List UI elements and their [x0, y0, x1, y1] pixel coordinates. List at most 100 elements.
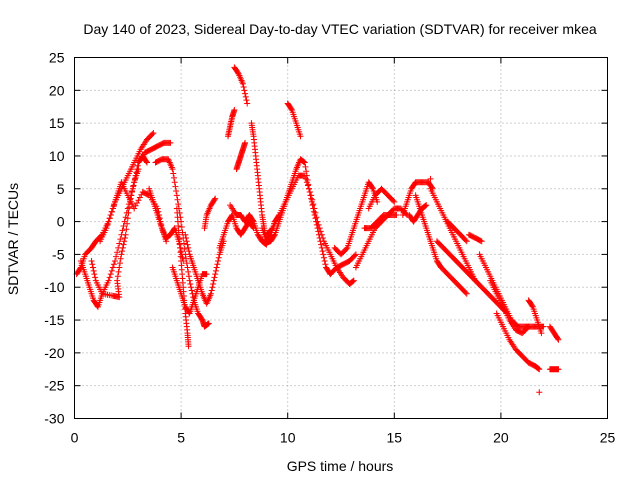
data-point: [119, 248, 126, 255]
chart-title: Day 140 of 2023, Sidereal Day-to-day VTE…: [83, 21, 596, 37]
data-point: [205, 320, 212, 327]
data-point: [212, 271, 219, 278]
data-point: [105, 218, 112, 225]
y-tick-label: 5: [57, 181, 65, 197]
data-point: [114, 273, 121, 280]
data-point: [77, 265, 84, 272]
data-point: [89, 264, 96, 271]
data-point: [183, 235, 190, 241]
data-point: [211, 274, 218, 281]
x-tick-label: 10: [280, 430, 296, 446]
data-point: [288, 105, 295, 112]
data-point: [525, 323, 532, 330]
data-point: [214, 261, 221, 268]
data-point: [317, 228, 324, 235]
data-point: [307, 189, 314, 196]
data-point: [390, 197, 397, 204]
data-point: [304, 182, 311, 189]
data-point: [169, 166, 176, 173]
data-point: [188, 287, 195, 294]
data-point: [421, 203, 428, 210]
data-point: [125, 209, 132, 216]
data-point: [124, 220, 131, 227]
data-point: [119, 244, 126, 251]
data-point: [173, 187, 180, 194]
data-point: [536, 366, 543, 373]
data-point: [186, 277, 193, 284]
data-point: [108, 267, 115, 274]
data-point: [350, 278, 357, 285]
data-point: [477, 237, 484, 244]
y-tick-label: -5: [52, 246, 65, 262]
data-point: [184, 241, 191, 248]
data-point: [297, 133, 304, 140]
data-point: [311, 205, 318, 212]
data-point: [536, 389, 543, 396]
data-point: [178, 224, 185, 231]
data-point: [185, 268, 192, 275]
data-point: [301, 172, 308, 179]
data-point: [319, 235, 326, 241]
data-point: [555, 336, 562, 343]
x-tick-label: 15: [387, 430, 403, 446]
data-point: [116, 264, 123, 271]
y-tick-label: 20: [49, 82, 65, 98]
data-point: [117, 236, 124, 243]
data-point: [242, 139, 249, 146]
y-axis-label: SDTVAR / TECUs: [5, 183, 21, 295]
data-point: [210, 280, 217, 287]
data-point: [112, 257, 119, 264]
data-point: [110, 261, 117, 268]
data-point: [143, 158, 150, 165]
y-tick-label: 10: [49, 148, 65, 164]
data-point: [271, 232, 278, 239]
data-point: [120, 222, 127, 229]
data-point: [315, 221, 322, 228]
data-point: [207, 290, 214, 297]
y-tick-label: 15: [49, 115, 65, 131]
data-point: [183, 238, 190, 245]
data-point: [106, 215, 113, 222]
data-point: [529, 302, 536, 309]
data-point: [319, 248, 326, 255]
data-point: [309, 196, 316, 203]
data-points: [73, 64, 562, 396]
data-point: [244, 100, 251, 107]
data-point: [242, 93, 249, 100]
data-point: [183, 260, 190, 267]
data-point: [131, 205, 138, 212]
data-point: [303, 168, 310, 175]
data-point: [240, 84, 247, 91]
data-point: [175, 201, 182, 208]
data-point: [535, 365, 542, 372]
data-point: [463, 238, 470, 245]
data-point: [301, 158, 308, 165]
data-point: [205, 320, 212, 327]
data-point: [115, 268, 122, 275]
data-point: [249, 217, 256, 224]
data-point: [318, 244, 325, 251]
data-point: [242, 90, 249, 97]
y-tick-label: -20: [44, 345, 64, 361]
plot-frame: [74, 57, 608, 419]
data-point: [212, 267, 219, 274]
data-point: [171, 179, 178, 186]
data-point: [121, 235, 128, 241]
data-point: [393, 212, 400, 219]
data-point: [203, 271, 210, 278]
data-point: [321, 257, 328, 264]
y-tick-labels: -30 -25 -20 -15 -10 -5 0 5 10 15 20 25: [44, 50, 64, 427]
data-point: [135, 197, 142, 204]
data-point: [210, 277, 217, 284]
data-point: [313, 214, 320, 221]
data-point: [211, 196, 218, 203]
data-point: [208, 287, 215, 294]
data-point: [185, 273, 192, 280]
data-point: [129, 189, 136, 196]
data-point: [132, 202, 139, 209]
data-point: [134, 162, 141, 169]
data-point: [209, 284, 216, 291]
data-point: [306, 185, 313, 192]
data-point: [423, 202, 430, 209]
data-point: [300, 158, 307, 165]
